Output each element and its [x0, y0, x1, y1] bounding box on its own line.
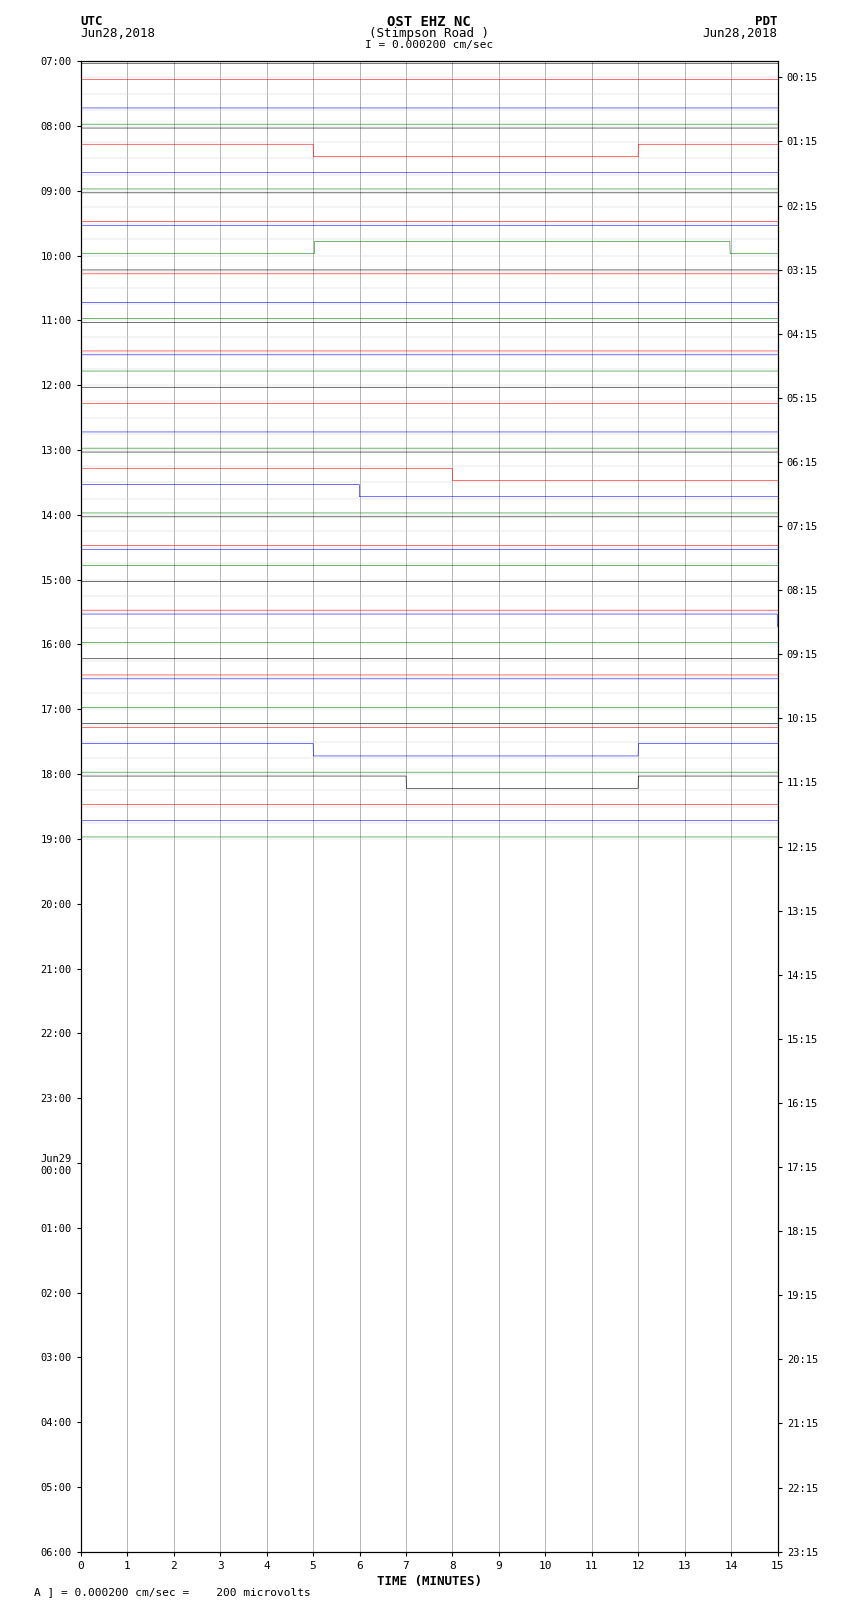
Text: PDT: PDT	[756, 15, 778, 27]
Text: (Stimpson Road ): (Stimpson Road )	[369, 27, 490, 40]
Text: Jun28,2018: Jun28,2018	[703, 27, 778, 40]
Text: UTC: UTC	[81, 15, 103, 27]
Text: Jun28,2018: Jun28,2018	[81, 27, 156, 40]
Text: A ] = 0.000200 cm/sec =    200 microvolts: A ] = 0.000200 cm/sec = 200 microvolts	[34, 1587, 311, 1597]
Text: OST EHZ NC: OST EHZ NC	[388, 15, 471, 29]
X-axis label: TIME (MINUTES): TIME (MINUTES)	[377, 1574, 482, 1587]
Text: I = 0.000200 cm/sec: I = 0.000200 cm/sec	[366, 40, 493, 50]
